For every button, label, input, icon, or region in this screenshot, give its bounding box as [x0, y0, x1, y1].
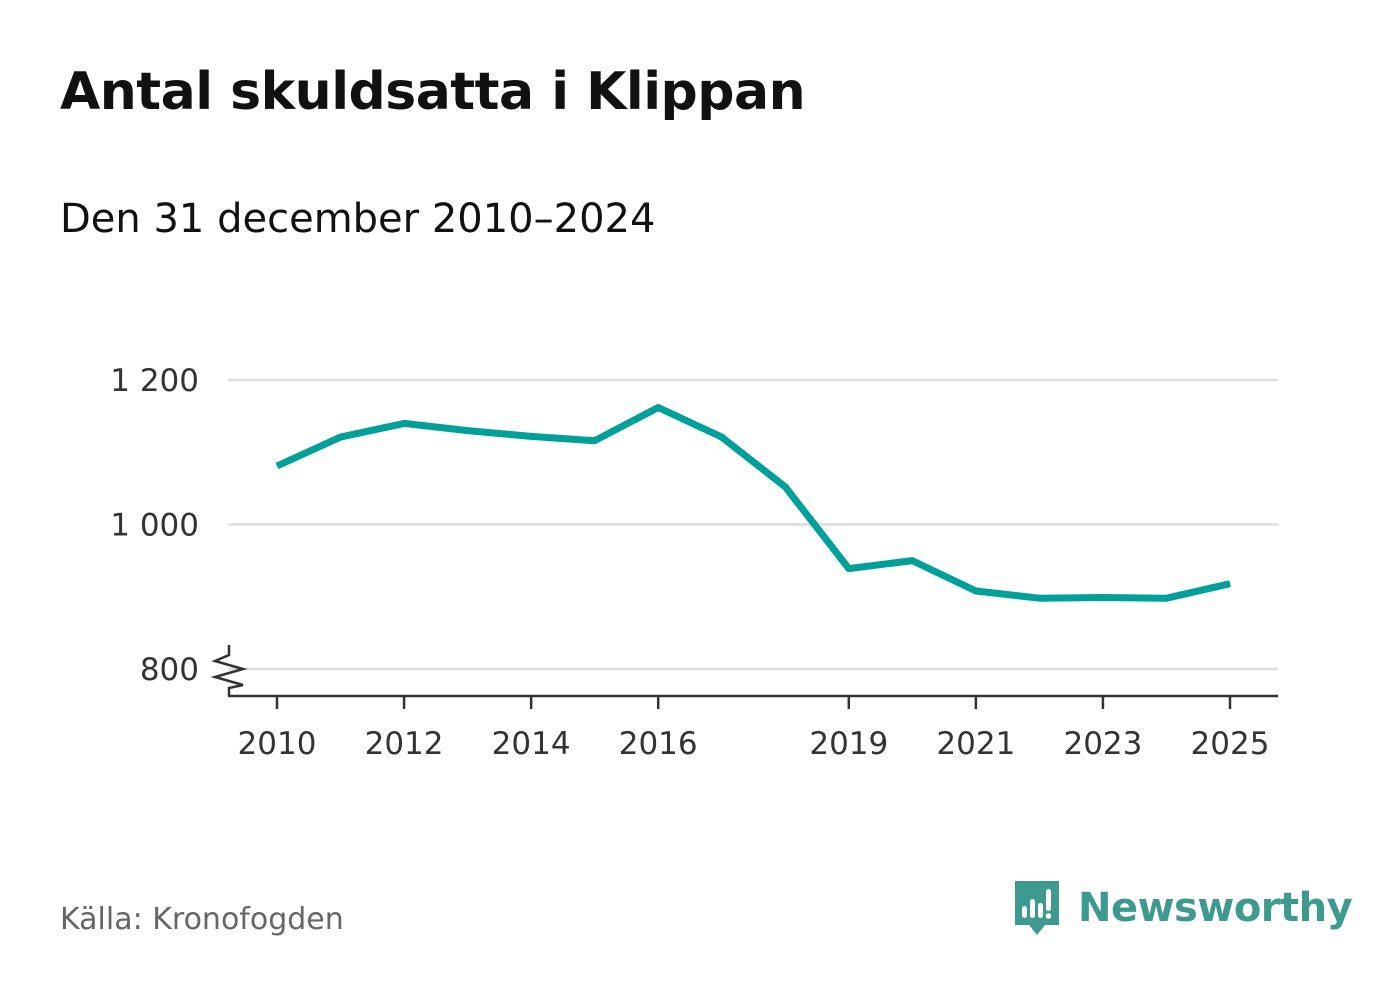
- brand-name: Newsworthy: [1078, 885, 1353, 931]
- x-tick-label: 2010: [238, 726, 317, 762]
- data-point: [403, 422, 405, 424]
- axis-break-mark: [210, 645, 248, 696]
- y-axis-labels: 800 1 000 1 200: [110, 363, 199, 688]
- grid-lines: [228, 378, 1278, 671]
- x-axis-labels: 2010 2012 2014 2016 2019 2021 2023 2025: [238, 726, 1270, 762]
- x-axis: [210, 645, 1278, 709]
- data-point: [657, 406, 659, 408]
- data-point: [911, 560, 913, 562]
- y-tick-label: 1 200: [110, 363, 199, 399]
- x-tick-label: 2014: [492, 726, 571, 762]
- x-tick-label: 2012: [365, 726, 444, 762]
- data-point: [784, 486, 786, 488]
- data-point: [848, 568, 850, 570]
- data-point: [1229, 583, 1231, 585]
- source-note: Källa: Kronofogden: [60, 902, 344, 937]
- data-point: [1038, 597, 1040, 599]
- data-point: [530, 435, 532, 437]
- series-layer: [275, 404, 1231, 602]
- data-point: [975, 590, 977, 592]
- x-tick-label: 2019: [809, 726, 888, 762]
- x-tick-label: 2023: [1063, 726, 1142, 762]
- brand-logo: Newsworthy: [1012, 878, 1353, 938]
- data-point: [594, 440, 596, 442]
- chart-title: Antal skuldsatta i Klippan: [60, 62, 806, 122]
- data-point: [1165, 597, 1167, 599]
- newsworthy-logo-icon: [1015, 881, 1059, 935]
- series-line: [275, 404, 1231, 602]
- data-point: [276, 465, 278, 467]
- data-point: [721, 436, 723, 438]
- x-tick-label: 2025: [1191, 726, 1270, 762]
- data-point: [1102, 596, 1104, 598]
- x-tick-label: 2016: [619, 726, 698, 762]
- y-tick-label: 1 000: [110, 508, 199, 544]
- data-point: [340, 436, 342, 438]
- y-tick-label: 800: [140, 652, 199, 688]
- data-point: [467, 430, 469, 432]
- x-tick-label: 2021: [936, 726, 1015, 762]
- chart-subtitle: Den 31 december 2010–2024: [60, 196, 656, 242]
